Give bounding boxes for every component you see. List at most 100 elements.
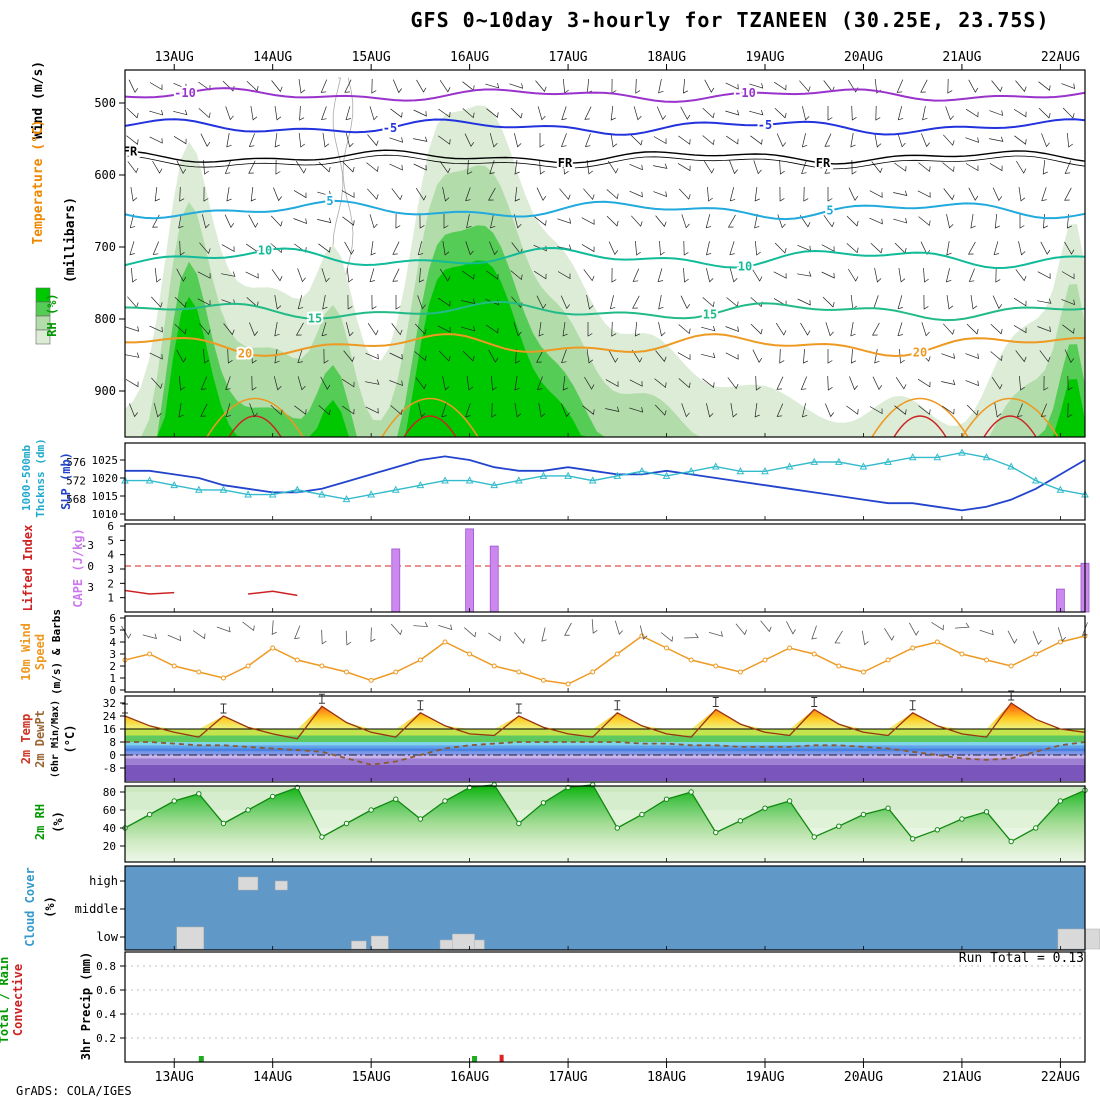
svg-text:-5: -5 <box>758 118 772 132</box>
svg-text:13AUG: 13AUG <box>155 1070 194 1085</box>
rain-bar <box>198 1056 204 1062</box>
slp-line <box>125 455 1086 512</box>
axis-titles: Wind (m/s)Temperature (°C) (millibars) RH … <box>0 61 93 1060</box>
panel-2m-rh-frame <box>124 785 1086 863</box>
svg-text:15AUG: 15AUG <box>352 1070 391 1085</box>
svg-text:1025: 1025 <box>92 454 119 467</box>
10m-wind-barbs <box>121 619 1088 646</box>
svg-text:22AUG: 22AUG <box>1041 50 1080 65</box>
svg-text:10: 10 <box>738 260 752 274</box>
lifted-index-line <box>124 589 298 597</box>
svg-text:14AUG: 14AUG <box>253 1070 292 1085</box>
panel-cloud: high middle low <box>75 865 1100 951</box>
svg-text:18AUG: 18AUG <box>647 1070 686 1085</box>
svg-text:-8: -8 <box>103 762 116 775</box>
contour-FR <box>125 149 1085 165</box>
minmax-whisker <box>614 700 621 711</box>
panel-cross-section: -10 -10 -5 -5 FR FR FR 5 5 10 10 15 15 20 20 500 600 700 8… <box>35 69 1086 438</box>
svg-text:4: 4 <box>107 549 114 562</box>
panel-cloud-frame <box>124 865 1086 951</box>
panel-slp-frame <box>124 442 1086 521</box>
svg-text:low: low <box>96 930 118 944</box>
svg-text:8: 8 <box>109 736 116 749</box>
svg-text:middle: middle <box>75 902 118 916</box>
temp-band <box>125 745 1085 749</box>
temp-band <box>125 755 1085 759</box>
svg-text:1015: 1015 <box>92 490 119 503</box>
svg-text:15: 15 <box>703 308 717 322</box>
svg-text:3: 3 <box>109 648 116 661</box>
thickness-line <box>125 451 1086 500</box>
cloud-bar-high <box>237 876 259 891</box>
svg-text:-10: -10 <box>734 86 756 100</box>
contour--10 <box>125 87 1085 103</box>
svg-text:2: 2 <box>109 660 116 673</box>
axis-title-lifted: Lifted Index <box>21 525 35 612</box>
minmax-whisker <box>417 700 424 711</box>
axis-title-t2d: (°C) <box>63 725 77 754</box>
svg-text:16AUG: 16AUG <box>450 1070 489 1085</box>
temp-line <box>124 702 1086 740</box>
panel-cross-section-frame <box>124 69 1086 438</box>
svg-text:10: 10 <box>258 243 272 257</box>
svg-text:-10: -10 <box>174 86 196 100</box>
cloud-bar-low <box>176 926 205 950</box>
axis-title-rh2b: (%) <box>51 811 65 833</box>
svg-text:17AUG: 17AUG <box>549 50 588 65</box>
temp-band <box>125 764 1085 781</box>
wind-barbs <box>125 78 1076 418</box>
axis-title-cloudb: (%) <box>43 896 57 918</box>
svg-text:17AUG: 17AUG <box>549 1070 588 1085</box>
svg-text:20: 20 <box>913 345 927 359</box>
svg-text:572: 572 <box>66 475 86 488</box>
svg-text:576: 576 <box>66 456 86 469</box>
minmax-whisker <box>712 697 719 707</box>
temp-band <box>125 758 1085 765</box>
svg-text:32: 32 <box>103 697 116 710</box>
axis-title-cape: CAPE (J/kg) <box>71 528 85 607</box>
svg-text:0: 0 <box>109 684 116 697</box>
temp-band <box>125 751 1085 755</box>
svg-text:3: 3 <box>107 563 114 576</box>
svg-text:60: 60 <box>103 804 116 817</box>
temp-area <box>125 703 1085 729</box>
wind-speed-line <box>124 635 1086 685</box>
contour-20 <box>125 333 1085 358</box>
axis-title-t2c: (6hr Min/Max) <box>49 700 61 778</box>
svg-text:3: 3 <box>87 581 94 594</box>
svg-text:5: 5 <box>109 624 116 637</box>
axis-title-precipc: 3hr Precip (mm) <box>79 952 93 1060</box>
axis-title-thickness2: Thcknss (dm) <box>34 438 47 517</box>
svg-text:20: 20 <box>238 346 252 360</box>
temp-band <box>125 748 1085 752</box>
svg-text:19AUG: 19AUG <box>745 1070 784 1085</box>
rain-bar <box>472 1056 478 1062</box>
svg-text:16: 16 <box>103 723 116 736</box>
rh-shading <box>125 105 1085 437</box>
axis-title-wind_ms: Wind (m/s) <box>31 61 46 139</box>
svg-text:high: high <box>89 874 118 888</box>
axis-title-temperature: Temperature (°C) <box>31 119 46 244</box>
axis-title-millibars: (millibars) <box>63 197 78 283</box>
svg-text:500: 500 <box>94 96 116 110</box>
axis-title-wind10c: (m/s) & Barbs <box>50 609 63 695</box>
axis-title-clouda: Cloud Cover <box>23 867 37 946</box>
svg-text:20AUG: 20AUG <box>844 50 883 65</box>
panel-10m-wind-frame <box>124 615 1086 693</box>
cape-bar <box>391 548 401 613</box>
svg-text:-3: -3 <box>81 539 94 552</box>
axis-title-rh2a: 2m RH <box>33 804 47 840</box>
svg-text:6: 6 <box>109 612 116 625</box>
svg-text:800: 800 <box>94 312 116 326</box>
axis-title-t2a: 2m Temp <box>19 714 33 765</box>
svg-text:0.4: 0.4 <box>96 1008 116 1021</box>
svg-text:FR: FR <box>123 144 138 158</box>
convective-bar <box>499 1054 504 1062</box>
svg-text:1020: 1020 <box>92 472 119 485</box>
svg-text:568: 568 <box>66 493 86 506</box>
svg-text:15AUG: 15AUG <box>352 50 391 65</box>
svg-text:0: 0 <box>87 560 94 573</box>
